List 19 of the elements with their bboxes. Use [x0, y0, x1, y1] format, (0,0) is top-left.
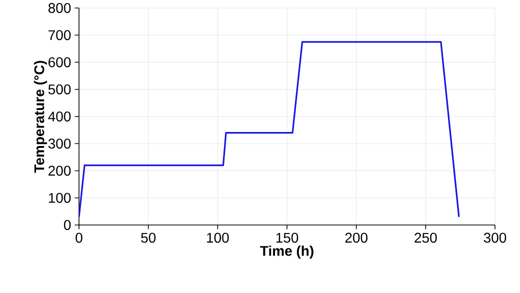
x-tick-label: 50 [141, 232, 156, 243]
y-tick-label: 300 [48, 138, 71, 149]
y-tick-label: 500 [48, 84, 71, 94]
y-tick-label: 200 [48, 166, 71, 176]
line-series [79, 41, 460, 218]
x-tick-label: 150 [276, 232, 298, 243]
x-tick-label: 200 [345, 232, 368, 243]
x-tick-label: 0 [76, 232, 82, 243]
x-tick-label: 300 [484, 232, 506, 243]
y-tick-label: 800 [48, 3, 71, 13]
y-tick-label: 100 [48, 192, 71, 203]
y-tick-label: 600 [48, 57, 71, 68]
x-tick-label: 100 [207, 232, 229, 243]
x-tick-label: 250 [414, 232, 437, 243]
x-axis-title: Time (h) [260, 246, 314, 259]
y-axis-title: Temperature (°C) [34, 60, 47, 173]
y-tick-label: 700 [48, 30, 71, 40]
y-tick-label: 0 [64, 220, 71, 230]
y-tick-label: 400 [48, 112, 71, 122]
